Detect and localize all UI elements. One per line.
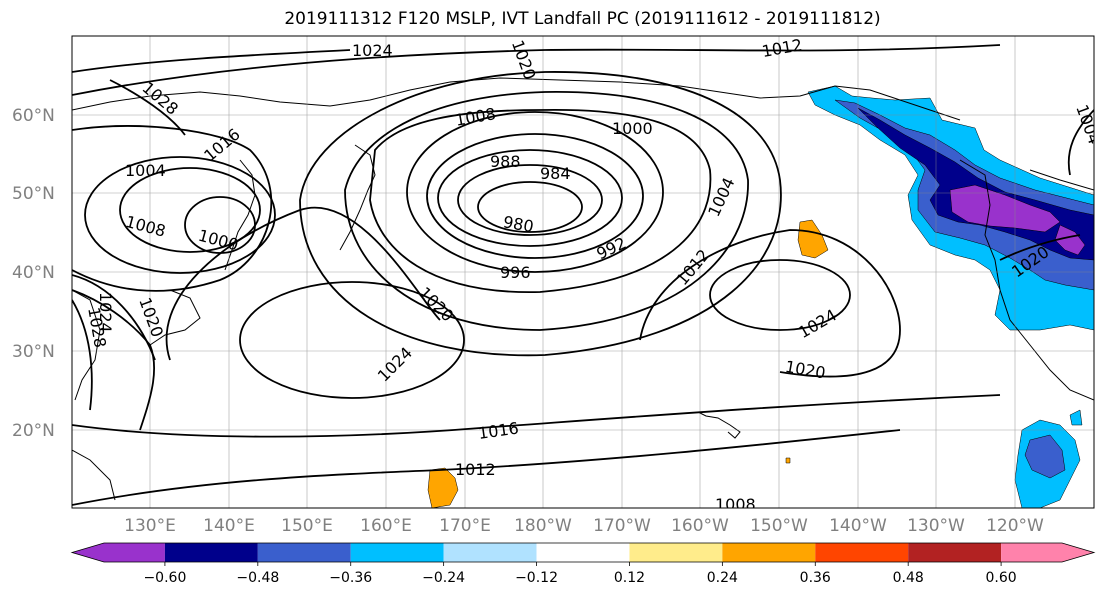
isobar-high-1024-east xyxy=(709,259,851,331)
lon-label: 170°W xyxy=(593,516,651,536)
colorbar-segment xyxy=(164,543,258,562)
lat-label: 60°N xyxy=(12,106,55,126)
isobar-1004-east xyxy=(1067,109,1094,176)
isobar-low-996 xyxy=(406,111,664,273)
colorbar-tick-label: 0.60 xyxy=(986,570,1017,586)
map-title: 2019111312 F120 MSLP, IVT Landfall PC (2… xyxy=(284,9,881,29)
isobar-1004 xyxy=(344,91,749,331)
lat-label: 20°N xyxy=(12,421,55,441)
isobar-1028-west xyxy=(72,79,186,411)
lat-label: 50°N xyxy=(12,184,55,204)
colorbar: −0.60 −0.48 −0.36 −0.24 −0.12 0.12 0.24 0.36 0.4… xyxy=(70,542,1096,586)
lon-label: 150°W xyxy=(750,516,808,536)
isobar-1016-west xyxy=(72,125,273,292)
colorbar-tick-label: −0.12 xyxy=(515,570,558,586)
isobar-low-west-1008 xyxy=(84,156,276,274)
isobar-label: 1024 xyxy=(96,292,115,333)
lon-label: 170°E xyxy=(439,516,491,536)
lon-label: 140°W xyxy=(829,516,887,536)
isobar-label: 1000 xyxy=(612,119,653,138)
colorbar-extend-low xyxy=(72,543,165,562)
colorbar-tick-label: −0.24 xyxy=(422,570,465,586)
isobar-1020-east xyxy=(999,234,1081,261)
lon-label: 150°E xyxy=(281,516,333,536)
isobar-1020 xyxy=(165,206,901,378)
isobar-label: 1012 xyxy=(455,460,496,479)
colorbar-tick-label: 0.48 xyxy=(893,570,924,586)
isobar-low-992 xyxy=(426,133,644,259)
colorbar-tick-label: 0.24 xyxy=(707,570,738,586)
colorbar-outline xyxy=(70,542,1096,563)
isobars xyxy=(72,44,1094,506)
lon-label: 160°E xyxy=(360,516,412,536)
isobar-1008 xyxy=(299,71,782,357)
colorbar-segment xyxy=(722,543,816,562)
colorbar-tick-label: 0.12 xyxy=(614,570,645,586)
colorbar-segment xyxy=(536,543,630,562)
lon-label: 180°W xyxy=(514,516,572,536)
colorbar-tick-label: −0.60 xyxy=(143,570,186,586)
colorbar-extend-high xyxy=(1001,543,1094,562)
lon-label: 130°W xyxy=(907,516,965,536)
ivt-shading-south-east xyxy=(1014,409,1083,508)
lon-label: 140°E xyxy=(203,516,255,536)
ivt-shading-west-coast xyxy=(807,85,1094,331)
isobar-label: 1004 xyxy=(125,161,166,180)
isobar-low-west-1004 xyxy=(119,167,261,253)
colorbar-segment xyxy=(908,543,1002,562)
lat-label: 30°N xyxy=(12,342,55,362)
longitude-labels: 130°E 140°E 150°E 160°E 170°E 180°W 170°… xyxy=(124,516,1044,536)
isobar-low-988 xyxy=(437,149,623,247)
isobar-1016 xyxy=(72,394,1001,438)
isobar-1024-west xyxy=(72,49,351,361)
colorbar-segment xyxy=(350,543,444,562)
isobar-label: 996 xyxy=(500,263,531,282)
colorbar-segment xyxy=(257,543,351,562)
lon-label: 120°W xyxy=(986,516,1044,536)
colorbar-tick-label: −0.36 xyxy=(329,570,372,586)
colorbar-tick-label: 0.36 xyxy=(800,570,831,586)
isobar-1012 xyxy=(72,44,1001,506)
isobar-label: 988 xyxy=(490,152,521,171)
lon-label: 160°W xyxy=(671,516,729,536)
latitude-labels: 60°N 50°N 40°N 30°N 20°N xyxy=(12,106,55,441)
isobar-high-1024-west xyxy=(239,281,465,399)
colorbar-segment xyxy=(629,543,723,562)
map-frame xyxy=(71,35,1095,509)
isobar-low-980 xyxy=(477,181,583,233)
isobar-1020-west xyxy=(72,289,156,431)
colorbar-segment xyxy=(443,543,537,562)
coastlines xyxy=(72,77,1094,501)
isobar-label: 1008 xyxy=(715,495,756,514)
isobar-label: 984 xyxy=(540,164,571,183)
colorbar-tick-label: −0.48 xyxy=(236,570,279,586)
isobar-low-984 xyxy=(457,164,603,236)
isobar-label: 1024 xyxy=(352,41,393,60)
lat-label: 40°N xyxy=(12,263,55,283)
isobar-1000 xyxy=(369,108,712,293)
ivt-shading-positive xyxy=(427,219,829,508)
colorbar-segment xyxy=(815,543,909,562)
lon-label: 130°E xyxy=(124,516,176,536)
